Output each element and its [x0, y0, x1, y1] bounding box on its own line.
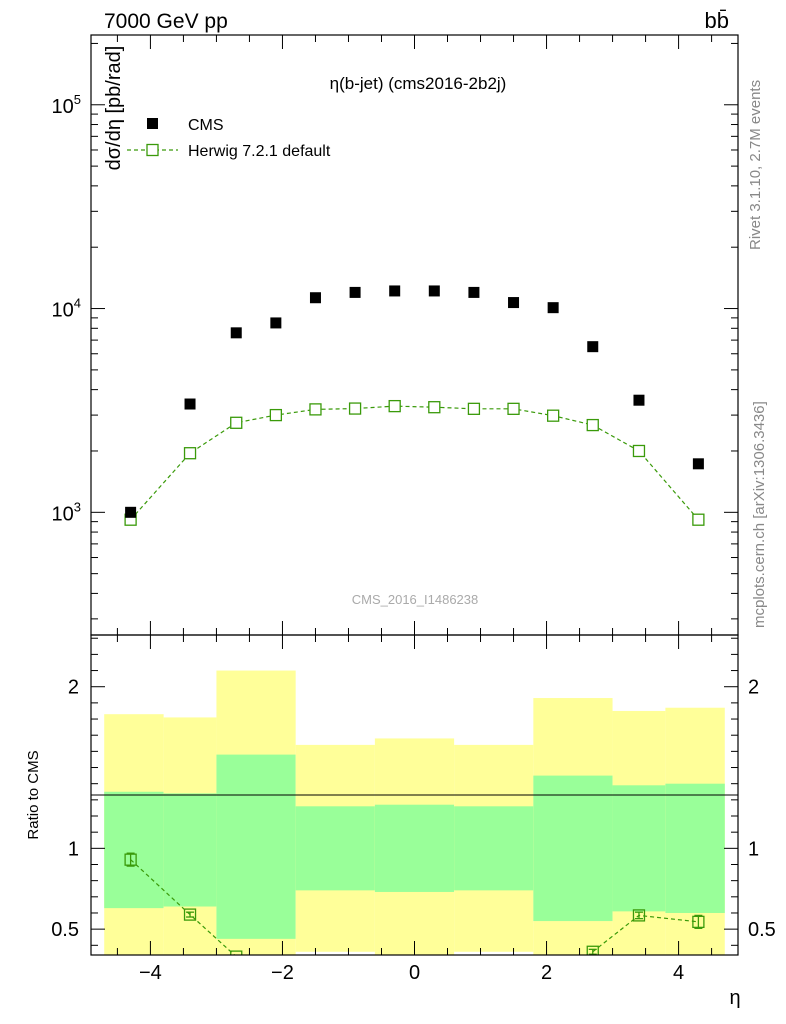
cms-point	[309, 292, 321, 304]
mc-point	[230, 416, 243, 429]
cms-point	[587, 341, 599, 353]
x-tick-label: 0	[409, 962, 420, 984]
main-marks	[124, 285, 705, 526]
rivet-label: Rivet 3.1.10, 2.7M events	[747, 80, 764, 250]
ratio-inner-band	[454, 806, 534, 891]
main-y-ticks: 103 104 105	[52, 42, 738, 620]
ratio-mc-point	[692, 915, 705, 929]
main-y-tick-label: 105	[52, 92, 81, 118]
mc-line	[130, 405, 699, 521]
mc-point	[183, 447, 197, 460]
ratio-mc-point	[124, 853, 137, 866]
cms-point	[270, 317, 282, 329]
mc-point	[467, 402, 481, 415]
main-y-axis-label: dσ/dη [pb/rad]	[103, 46, 125, 171]
ratio-panel: 0.5 0.5 1 1 2 2 −4 −2 0 2 4 Ratio to CMS η	[25, 634, 776, 1009]
cms-point	[547, 302, 559, 314]
mc-point	[428, 401, 441, 414]
cms-point	[349, 286, 361, 298]
mc-point	[388, 399, 401, 413]
ratio-x-ticks: −4 −2 0 2 4	[116, 635, 713, 984]
ratio-mc-point	[183, 908, 197, 921]
main-y-tick-label: 103	[52, 499, 81, 525]
ratio-inner-band	[295, 806, 375, 891]
watermark: CMS_2016_I1486238	[352, 592, 479, 607]
cms-point	[428, 285, 440, 297]
ratio-mc-point	[230, 950, 243, 955]
legend-mc-marker	[146, 143, 159, 157]
mc-point	[632, 444, 646, 458]
legend-cms-marker	[147, 118, 158, 129]
ratio-inner-band	[665, 783, 725, 913]
ratio-inner-band	[374, 804, 455, 892]
x-tick-label: −2	[271, 962, 294, 984]
legend-cms-label: CMS	[188, 117, 224, 134]
ratio-y-tick-label: 1	[68, 838, 79, 860]
mc-point	[546, 409, 560, 422]
x-tick-label: 4	[673, 962, 684, 984]
main-y-tick-label: 104	[52, 296, 81, 322]
ratio-y-ticks: 0.5 0.5 1 1 2 2	[51, 637, 776, 946]
mc-point	[348, 402, 362, 415]
mc-point	[507, 402, 520, 415]
ratio-inner-band	[216, 754, 296, 939]
ratio-marks	[124, 852, 705, 955]
ratio-y-axis-label: Ratio to CMS	[25, 750, 42, 839]
main-x-ticks	[116, 35, 713, 635]
main-title: η(b-jet) (cms2016-2b2j)	[330, 74, 507, 93]
x-tick-label: 2	[541, 962, 552, 984]
cms-point	[184, 398, 196, 410]
process-label: bb̄	[705, 8, 729, 33]
x-axis-label: η	[729, 987, 740, 1009]
mc-point	[586, 418, 599, 432]
mc-point	[692, 513, 705, 526]
ratio-inner-band	[533, 775, 613, 922]
ratio-inner-band	[163, 793, 217, 907]
ratio-y-tick-label: 0.5	[51, 919, 79, 941]
x-tick-label: −4	[139, 962, 162, 984]
main-panel: 103 104 105 η(b-jet) (cms2016-2b2j) CMS_20…	[52, 34, 739, 636]
ratio-inner-band	[612, 785, 666, 912]
ratio-mc-point	[586, 945, 599, 955]
mc-point	[309, 403, 322, 416]
mc-point	[269, 408, 283, 422]
cms-point	[125, 506, 137, 518]
ratio-bands	[104, 670, 725, 955]
mcplots-label: mcplots.cern.ch [arXiv:1306.3436]	[751, 401, 768, 628]
ratio-y-tick-label: 2	[68, 677, 79, 699]
cms-point	[230, 327, 242, 339]
cms-point	[692, 458, 704, 470]
cms-point	[508, 297, 520, 309]
ratio-y-tick-label-right: 1	[748, 838, 759, 860]
ratio-y-tick-label-right: 2	[748, 677, 759, 699]
ratio-y-tick-label-right: 0.5	[748, 919, 776, 941]
ratio-mc-point	[632, 909, 646, 922]
cms-point	[389, 285, 401, 297]
ratio-inner-band	[104, 791, 164, 909]
energy-label: 7000 GeV pp	[104, 10, 228, 33]
cms-point	[468, 286, 480, 298]
cms-point	[633, 394, 645, 406]
legend: CMS Herwig 7.2.1 default	[127, 117, 331, 160]
legend-mc-label: Herwig 7.2.1 default	[188, 143, 331, 160]
